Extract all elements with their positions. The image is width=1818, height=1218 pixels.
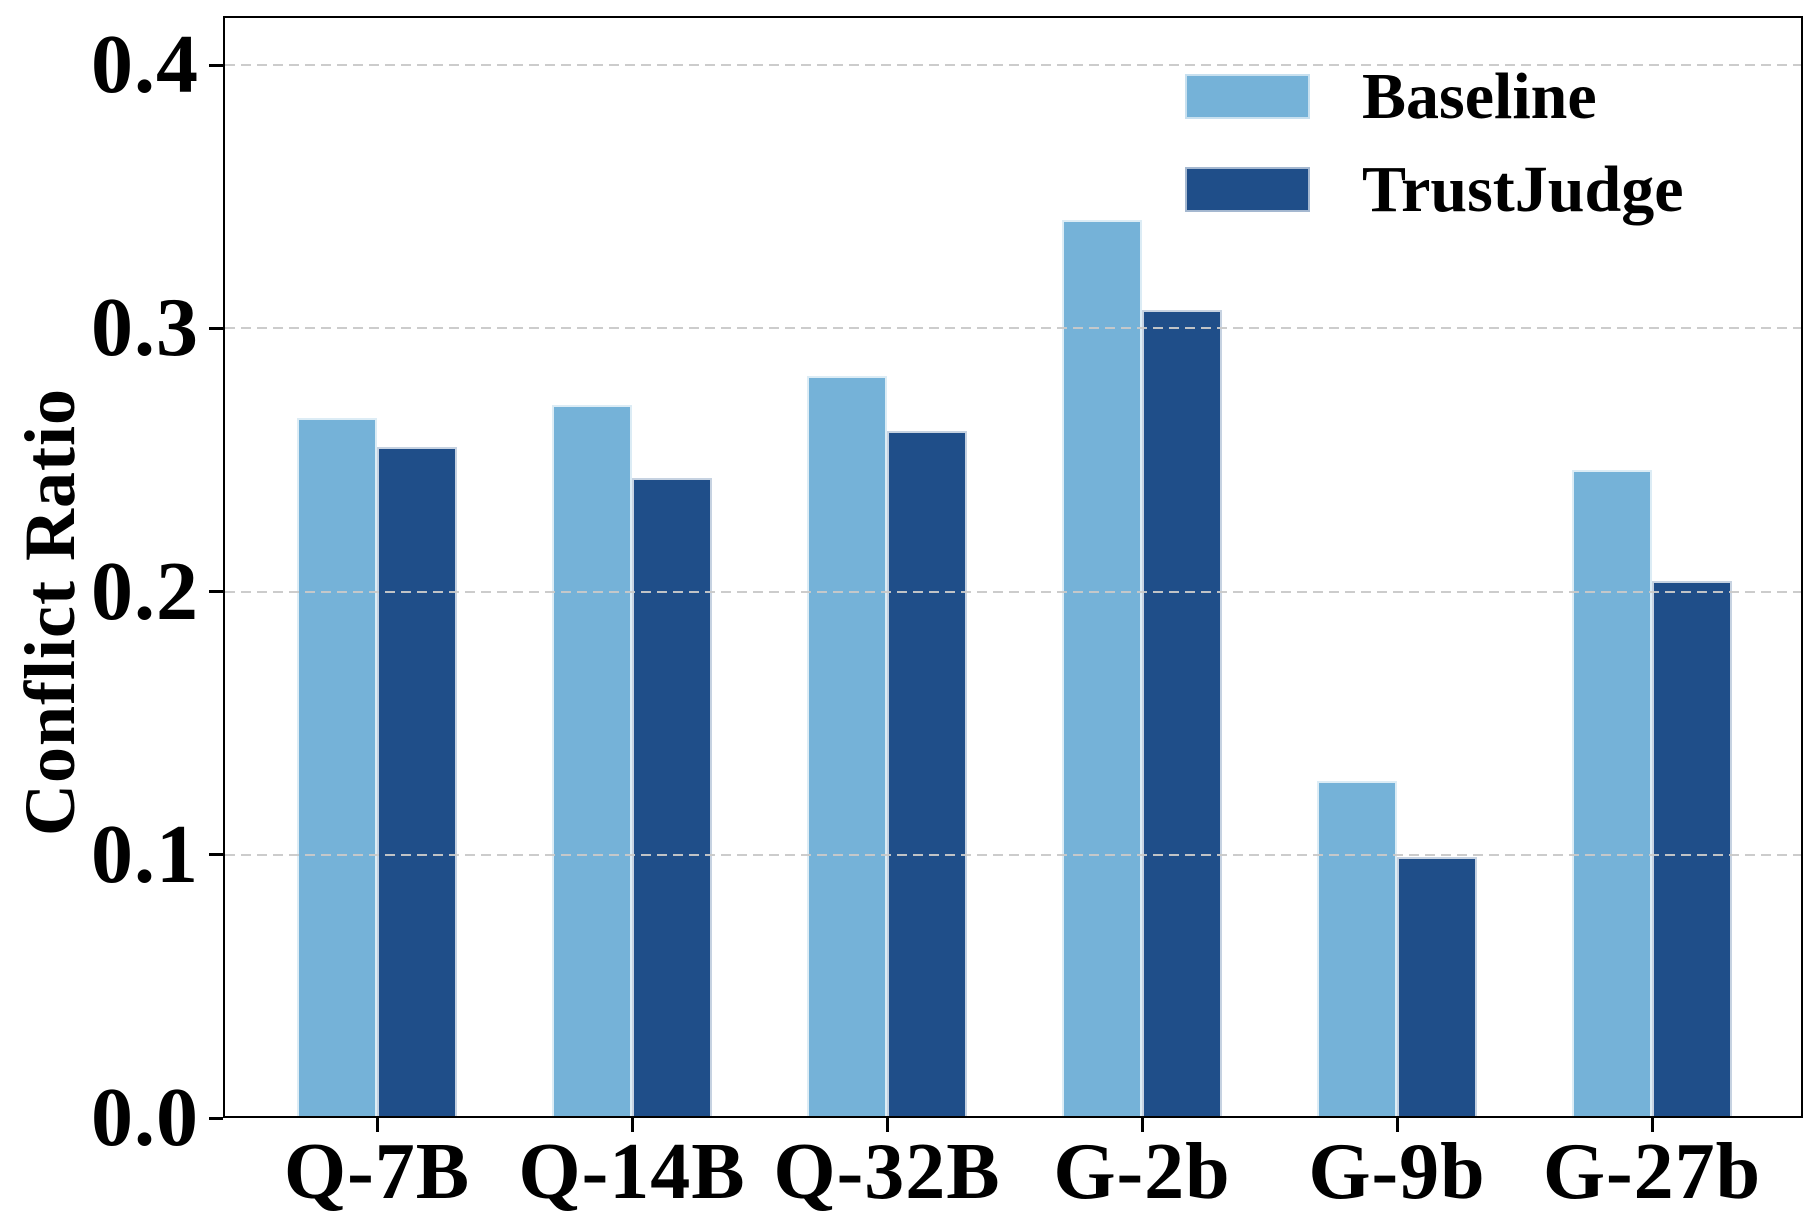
bar-baseline-q-14b <box>552 404 632 1118</box>
x-tick-label: Q-7B <box>283 1128 471 1216</box>
x-tick-mark <box>1395 1118 1399 1132</box>
legend-swatch-baseline <box>1185 74 1310 119</box>
bar-trustjudge-g-27b <box>1652 580 1732 1118</box>
x-tick-label: G-9b <box>1308 1128 1486 1216</box>
gridline <box>225 327 1801 330</box>
x-tick-mark <box>1650 1118 1654 1132</box>
y-tick-mark <box>209 63 223 67</box>
gridline <box>225 853 1801 856</box>
x-tick-label: G-2b <box>1053 1128 1231 1216</box>
legend-label-trustjudge: TrustJudge <box>1362 153 1684 226</box>
bar-trustjudge-g-2b <box>1142 309 1222 1118</box>
y-tick-mark <box>209 1116 223 1120</box>
y-tick-label: 0.1 <box>91 807 199 901</box>
bar-trustjudge-g-9b <box>1397 857 1477 1118</box>
y-tick-mark <box>209 853 223 857</box>
x-tick-mark <box>375 1118 379 1132</box>
bar-baseline-g-2b <box>1062 220 1142 1118</box>
bar-trustjudge-q-14b <box>632 478 712 1118</box>
gridline <box>225 64 1801 66</box>
y-tick-label: 0.2 <box>91 544 199 638</box>
x-tick-mark <box>885 1118 889 1132</box>
y-tick-label: 0.3 <box>91 281 199 375</box>
x-tick-mark <box>1140 1118 1144 1132</box>
bar-trustjudge-q-32b <box>887 430 967 1118</box>
bar-trustjudge-q-7b <box>377 446 457 1118</box>
gridline <box>225 590 1801 593</box>
y-tick-mark <box>209 326 223 330</box>
x-tick-label: G-27b <box>1542 1128 1762 1216</box>
x-tick-label: Q-14B <box>518 1128 746 1216</box>
y-tick-label: 0.4 <box>91 18 199 111</box>
y-tick-label: 0.0 <box>91 1071 199 1164</box>
bar-baseline-g-9b <box>1317 781 1397 1118</box>
legend-label-baseline: Baseline <box>1362 60 1597 133</box>
bar-baseline-g-27b <box>1572 470 1652 1118</box>
bar-baseline-q-32b <box>807 375 887 1118</box>
y-tick-mark <box>209 590 223 593</box>
x-tick-label: Q-32B <box>773 1128 1001 1216</box>
legend-swatch-trustjudge <box>1185 167 1310 212</box>
x-tick-mark <box>630 1118 634 1132</box>
bar-baseline-q-7b <box>297 417 377 1118</box>
